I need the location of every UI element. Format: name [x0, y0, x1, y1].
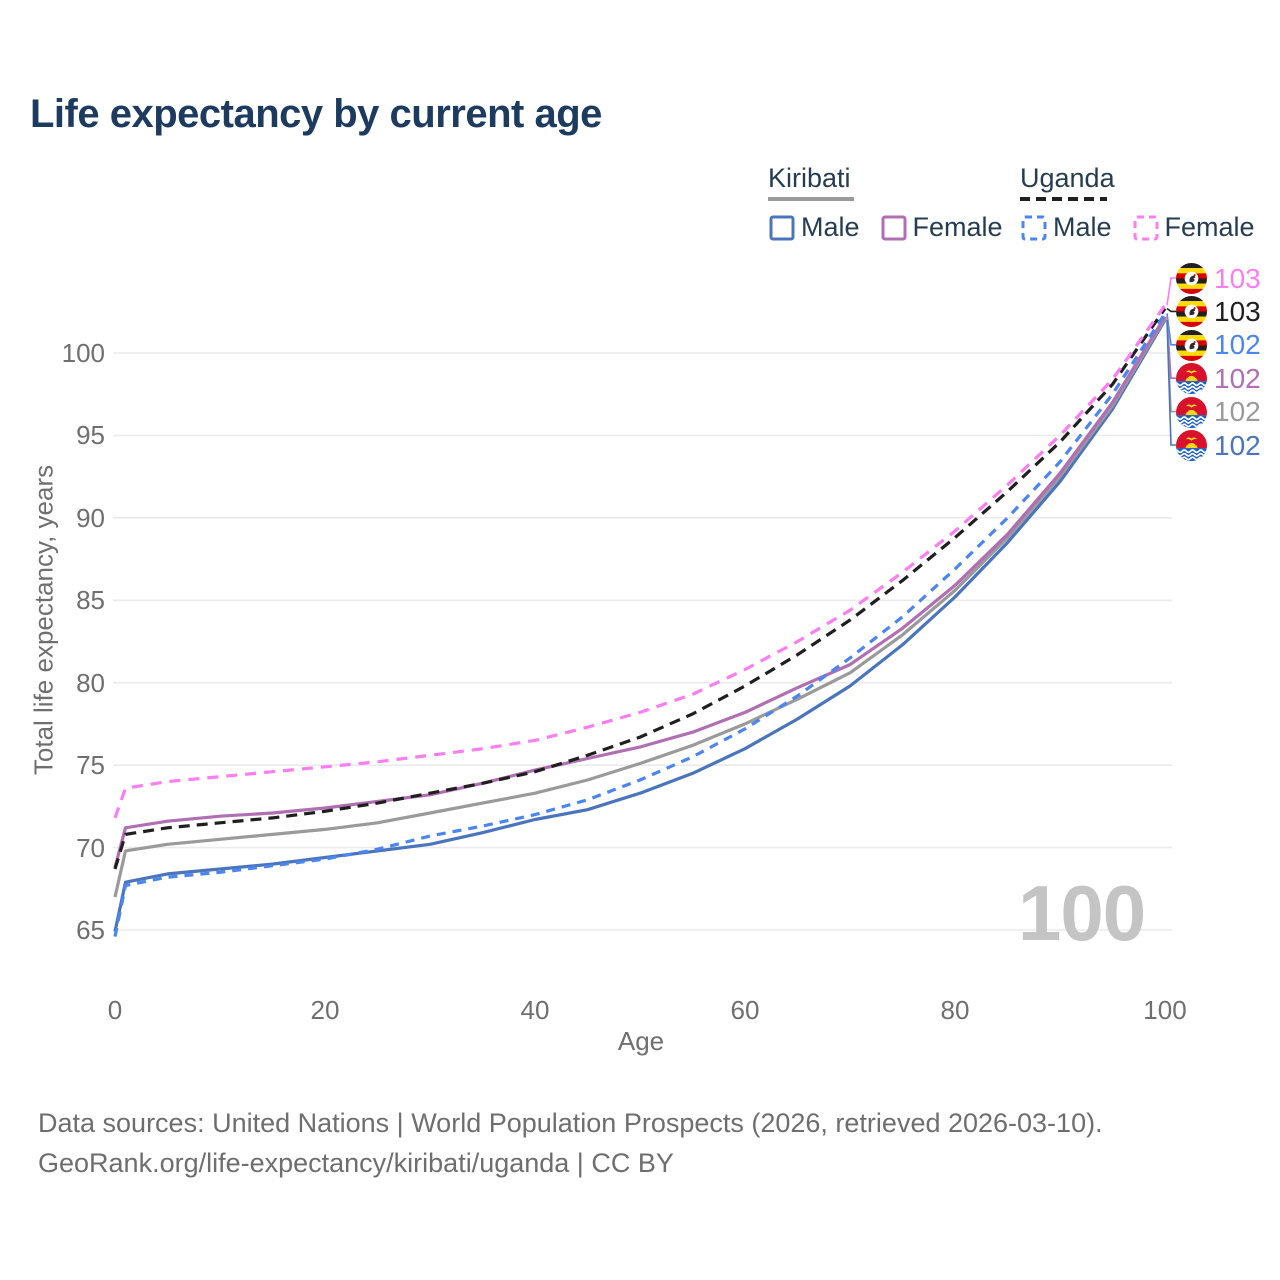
legend-item-label: Female	[912, 212, 1003, 242]
uganda-flag-icon	[1176, 329, 1207, 361]
end-label-row: 103	[1176, 296, 1261, 328]
uganda-flag-icon	[1176, 296, 1207, 328]
y-tick-label: 70	[76, 832, 105, 863]
end-value-label: 102	[1214, 429, 1261, 461]
uganda-female-swatch-icon	[1133, 215, 1159, 240]
x-tick-label: 80	[940, 995, 970, 1025]
series-line-uganda-male[interactable]	[113, 312, 1167, 937]
kiribati-flag-icon	[1176, 396, 1207, 428]
uganda-line-style-swatch	[1020, 197, 1107, 201]
legend-item-label: Male	[801, 212, 860, 242]
y-tick-label: 90	[76, 502, 105, 533]
y-tick-label: 75	[76, 750, 105, 781]
end-value-label: 103	[1214, 262, 1261, 294]
legend-country-label-uganda[interactable]: Uganda	[1020, 163, 1115, 193]
end-label-leader-line	[1166, 307, 1176, 313]
y-tick-label: 85	[76, 585, 105, 616]
y-tick-label: 80	[76, 667, 105, 698]
end-label-row: 102	[1176, 329, 1261, 361]
footer-source-line: Data sources: United Nations | World Pop…	[38, 1108, 1103, 1138]
end-label-row: 102	[1176, 396, 1261, 428]
end-label-row: 103	[1176, 263, 1261, 295]
y-tick-label: 100	[61, 338, 105, 368]
y-tick-label: 65	[76, 915, 105, 945]
kiribati-male-swatch-icon	[769, 215, 795, 240]
legend-item-uganda-male[interactable]: Male	[1020, 212, 1112, 243]
end-value-label: 102	[1214, 396, 1261, 428]
x-tick-label: 0	[107, 995, 123, 1025]
legend-group-kiribati[interactable]: Kiribati Male Female	[768, 163, 1023, 243]
x-tick-label: 20	[310, 995, 340, 1025]
uganda-flag-icon	[1176, 263, 1207, 294]
x-tick-label: 40	[520, 995, 550, 1025]
legend-item-kiribati-male[interactable]: Male	[768, 212, 860, 243]
end-label-leader-line	[1166, 277, 1176, 306]
legend-country-label-kiribati[interactable]: Kiribati	[768, 163, 851, 193]
legend-item-label: Female	[1164, 212, 1255, 242]
kiribati-female-swatch-icon	[881, 215, 907, 240]
end-value-label: 102	[1214, 329, 1261, 361]
x-tick-label: 100	[1143, 995, 1187, 1025]
series-line-uganda[interactable]	[113, 307, 1167, 870]
footer-url-line: GeoRank.org/life-expectancy/kiribati/uga…	[38, 1148, 674, 1178]
kiribati-line-style-swatch	[768, 197, 854, 201]
legend-item-label: Male	[1053, 212, 1112, 242]
kiribati-flag-icon	[1176, 430, 1207, 461]
end-value-label: 102	[1214, 362, 1261, 394]
end-label-row: 102	[1176, 430, 1261, 462]
series-line-kiribati[interactable]	[113, 317, 1167, 898]
uganda-male-swatch-icon	[1021, 215, 1047, 240]
end-value-label: 103	[1214, 295, 1261, 327]
end-label-row: 102	[1176, 363, 1261, 395]
series-line-kiribati-male[interactable]	[113, 319, 1167, 932]
end-label-leader-line	[1166, 313, 1176, 346]
end-label-leader-line	[1166, 319, 1176, 446]
series-line-kiribati-female[interactable]	[113, 315, 1167, 868]
page-title: Life expectancy by current age	[30, 92, 602, 136]
series-line-uganda-female[interactable]	[113, 304, 1167, 819]
age-counter-watermark: 100	[1018, 869, 1146, 957]
kiribati-flag-icon	[1176, 363, 1207, 395]
x-axis-title: Age	[617, 1026, 665, 1056]
legend-group-uganda[interactable]: Uganda Male Female	[1020, 163, 1275, 243]
legend-item-kiribati-female[interactable]: Female	[880, 212, 1003, 243]
legend-item-uganda-female[interactable]: Female	[1132, 212, 1255, 243]
y-tick-label: 95	[76, 420, 105, 451]
x-tick-label: 60	[730, 995, 760, 1025]
